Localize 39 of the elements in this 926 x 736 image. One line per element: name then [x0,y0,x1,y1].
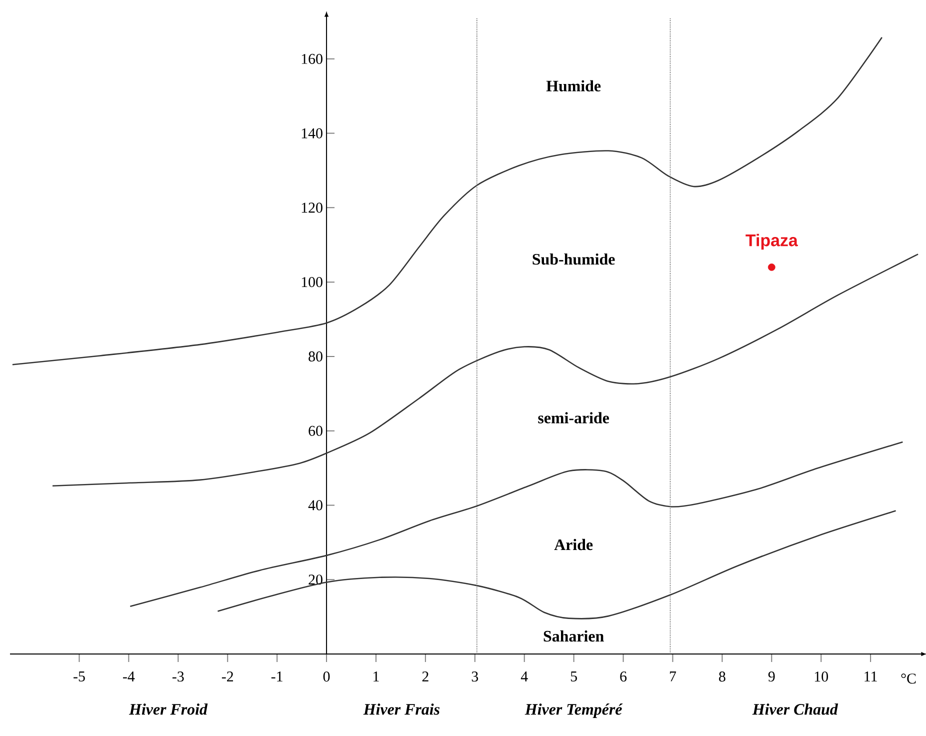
x-tick-label: -2 [222,672,234,682]
y-tick-label: 120 [302,202,322,213]
x-tick-label: 7 [670,672,676,682]
y-tick-label: 100 [302,277,322,288]
annotation: semi-aride [538,412,610,424]
x-tick-label: -4 [123,672,135,682]
text: Hiver Froid [128,704,208,715]
x-tick-label: 4 [520,672,528,682]
x-tick-label: 0 [323,672,330,682]
x-tick-label: 6 [620,672,627,682]
x-tick-label: 9 [768,672,775,682]
text: Hiver Chaud [752,704,838,715]
y-tick-label: 160 [302,54,322,64]
x-tick-label: 10 [814,672,828,682]
x-tick-label: 1 [374,672,379,682]
x-tick-label: 8 [719,672,726,682]
y-tick-label: 40 [308,500,322,510]
text: Hiver Tempéré [524,704,623,718]
annotation: Humide [546,80,601,92]
line-series [52,254,919,487]
x-tick-label: -5 [74,672,85,682]
text: Hiver Frais [363,704,440,715]
x-tick-label: -1 [271,672,282,682]
x-tick-label: 11 [864,672,877,682]
line-series [12,36,883,366]
y-tick-label: 140 [302,128,322,138]
x-tick-label: 2 [422,672,428,682]
annotation: Sub-humide [532,253,615,265]
line-series [130,441,904,608]
line-series [217,510,896,620]
series-label: Tipaza [746,234,798,250]
annotation: Saharien [544,630,604,642]
x-tick-label: -3 [172,672,184,682]
x-tick-label: 3 [472,672,478,682]
x-tick-label: 5 [570,672,577,682]
annotation: Aride [554,538,593,550]
y-tick-label: 60 [308,426,322,436]
x-axis-title: °C [901,674,916,684]
y-tick-label: 80 [308,351,322,362]
